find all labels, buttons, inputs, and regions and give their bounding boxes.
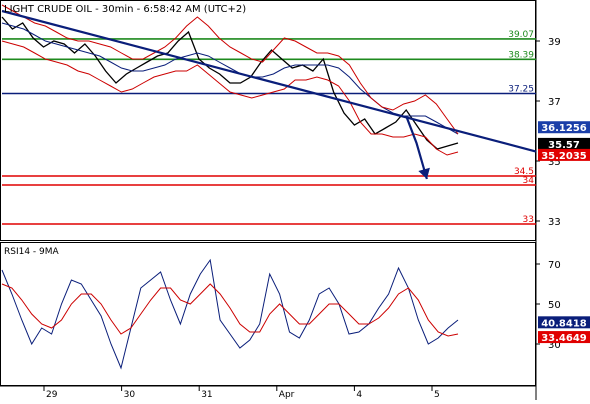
rsi-badge-1-bg bbox=[538, 331, 590, 344]
trendline-0 bbox=[1, 9, 537, 153]
price-badge-1: 35.57 bbox=[548, 140, 580, 151]
rsi-ytick-2: 70 bbox=[548, 260, 561, 271]
rsi-series-0 bbox=[1, 258, 459, 370]
xtick-3: Apr bbox=[279, 390, 295, 400]
xtick-1: 30 bbox=[124, 390, 136, 400]
rsi-badge-0-bg bbox=[538, 316, 590, 329]
xtick-5: 5 bbox=[434, 390, 440, 400]
price-series-2 bbox=[1, 4, 459, 135]
price-ytick-2: 37 bbox=[548, 97, 561, 108]
price-badge-2: 35.2035 bbox=[541, 151, 587, 162]
rsi-badge-1: 33.4649 bbox=[541, 333, 587, 344]
price-badge-2-bg bbox=[538, 148, 590, 161]
price-badge-1-bg bbox=[538, 137, 590, 150]
rsi-ytick-0: 30 bbox=[548, 340, 561, 351]
level-label-0: 39.07 bbox=[508, 30, 534, 40]
price-badge-0-bg bbox=[538, 121, 590, 134]
level-label-4: 34 bbox=[523, 176, 535, 186]
xtick-4: 4 bbox=[356, 390, 362, 400]
level-label-2: 37.25 bbox=[508, 85, 534, 95]
forecast-path-1 bbox=[405, 115, 428, 180]
forecast-arrowhead-1 bbox=[418, 167, 430, 179]
rsi-badge-0: 40.8418 bbox=[541, 318, 587, 329]
price-badge-0: 36.1256 bbox=[541, 123, 587, 134]
level-label-3: 34.5 bbox=[514, 167, 534, 177]
rsi-panel-frame bbox=[0, 242, 536, 386]
xtick-0: 29 bbox=[46, 390, 58, 400]
price-ytick-1: 35 bbox=[548, 157, 561, 168]
chart-title: LIGHT CRUDE OIL - 30min - 6:58:42 AM (UT… bbox=[4, 4, 246, 15]
rsi-title: RSI14 - 9MA bbox=[4, 247, 60, 257]
level-label-1: 38.39 bbox=[508, 50, 534, 60]
price-panel-frame bbox=[0, 0, 536, 241]
price-ytick-3: 39 bbox=[548, 37, 561, 48]
rsi-series-1 bbox=[1, 283, 459, 337]
rsi-ytick-1: 50 bbox=[548, 300, 561, 311]
price-series-3 bbox=[1, 40, 459, 156]
xtick-2: 31 bbox=[201, 390, 212, 400]
price-ytick-0: 33 bbox=[548, 217, 561, 228]
level-label-5: 33 bbox=[523, 215, 534, 225]
